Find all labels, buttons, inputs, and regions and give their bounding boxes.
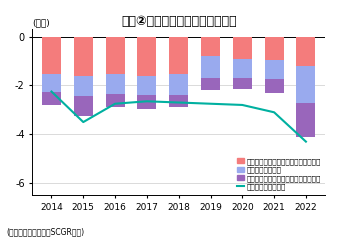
Bar: [169, 95, 188, 107]
Bar: [296, 37, 316, 66]
Title: 図表②　その他業務サービス収支: 図表② その他業務サービス収支: [121, 15, 237, 28]
Bar: [137, 37, 156, 76]
Bar: [201, 56, 220, 78]
Bar: [169, 37, 188, 74]
Bar: [233, 59, 252, 78]
Bar: [169, 74, 188, 95]
Bar: [137, 76, 156, 95]
Bar: [74, 37, 93, 76]
Bar: [265, 60, 284, 79]
Bar: [296, 103, 316, 137]
Bar: [233, 78, 252, 89]
Bar: [105, 94, 125, 107]
Text: (出所：日本銀行よりSCGR作成): (出所：日本銀行よりSCGR作成): [7, 228, 85, 237]
Bar: [74, 96, 93, 116]
Bar: [233, 37, 252, 59]
Bar: [265, 37, 284, 60]
Bar: [296, 66, 316, 103]
Text: (兆円): (兆円): [32, 18, 50, 27]
Bar: [105, 37, 125, 74]
Legend: 技術・貿易関連・その他業務サービス, 研究開発サービス, 専門・経営コンサルティングサービス, その他業務サービス: 技術・貿易関連・その他業務サービス, 研究開発サービス, 専門・経営コンサルティ…: [237, 158, 321, 190]
Bar: [42, 92, 61, 105]
Bar: [74, 76, 93, 96]
Bar: [201, 78, 220, 90]
Bar: [42, 74, 61, 92]
Bar: [201, 37, 220, 56]
Bar: [105, 74, 125, 94]
Bar: [137, 95, 156, 109]
Bar: [265, 79, 284, 93]
Bar: [42, 37, 61, 74]
